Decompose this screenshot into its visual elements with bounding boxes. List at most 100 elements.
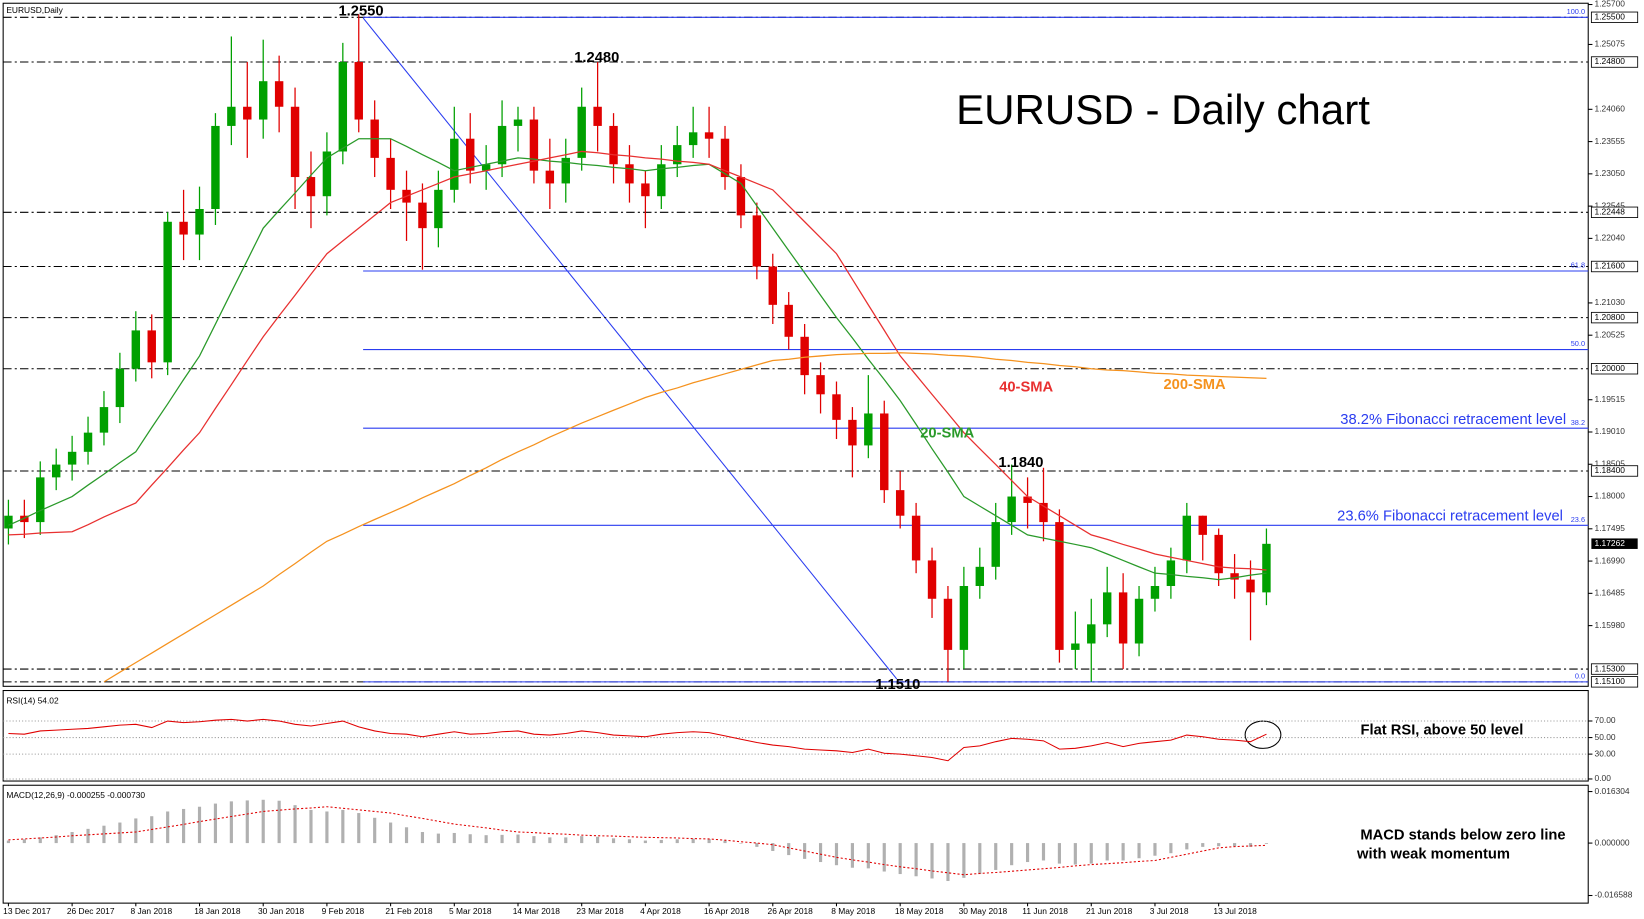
- y-tick-label: 1.16485: [1595, 588, 1626, 598]
- annotation: 1.1510: [875, 677, 920, 693]
- candle-body: [625, 164, 634, 184]
- candle-body: [720, 138, 730, 178]
- macd-bar: [787, 843, 791, 856]
- macd-bar: [325, 811, 329, 844]
- candle-body: [911, 515, 921, 561]
- level-label: 1.25500: [1595, 12, 1626, 22]
- candle-body: [1262, 543, 1271, 593]
- candle-body: [752, 215, 762, 267]
- y-tick-label: 70.00: [1595, 715, 1616, 725]
- candle-body: [1182, 515, 1192, 561]
- macd-bar: [6, 840, 10, 844]
- macd-bar: [197, 806, 202, 844]
- y-tick-label: 1.15980: [1595, 620, 1626, 630]
- current-price-label: 1.17262: [1595, 538, 1626, 548]
- candle-body: [1230, 573, 1239, 580]
- x-tick-label: 26 Dec 2017: [67, 906, 115, 916]
- rsi-annotation: Flat RSI, above 50 level: [1361, 722, 1524, 738]
- level-label: 1.20000: [1595, 363, 1626, 373]
- candle-body: [880, 413, 889, 491]
- y-tick-label: 1.23555: [1595, 136, 1626, 146]
- macd-bar: [882, 843, 886, 872]
- candle-body: [991, 522, 1000, 567]
- macd-bar: [723, 840, 727, 844]
- rsi-title: RSI(14) 54.02: [6, 695, 59, 705]
- x-tick-label: 21 Jun 2018: [1086, 906, 1133, 916]
- macd-bar: [166, 811, 170, 844]
- candle-body: [227, 106, 236, 126]
- candle-body: [497, 125, 507, 165]
- y-tick-label: 30.00: [1595, 748, 1616, 758]
- macd-bar: [516, 834, 520, 844]
- macd-bar: [1025, 843, 1030, 863]
- level-label: 1.15100: [1595, 676, 1626, 686]
- candle-body: [704, 132, 714, 139]
- macd-bar: [484, 835, 488, 844]
- candle-body: [800, 336, 809, 376]
- level-label: 1.22448: [1595, 207, 1626, 217]
- x-tick-label: 4 Apr 2018: [640, 906, 681, 916]
- candle-body: [163, 221, 172, 363]
- macd-bar: [1089, 843, 1093, 864]
- x-tick-label: 11 Jun 2018: [1022, 906, 1068, 916]
- macd-bar: [596, 836, 600, 844]
- candle-body: [832, 394, 841, 420]
- macd-bar: [643, 840, 647, 844]
- annotation: 1.1840: [998, 455, 1043, 471]
- y-tick-label: 1.25075: [1595, 39, 1626, 49]
- y-tick-label: 0.000000: [1595, 837, 1630, 847]
- candle-body: [179, 221, 188, 235]
- chart-heading: EURUSD - Daily chart: [956, 86, 1370, 133]
- macd-bar: [54, 835, 58, 844]
- x-tick-label: 9 Feb 2018: [322, 906, 365, 916]
- macd-bar: [771, 843, 775, 851]
- level-box: [1590, 676, 1639, 688]
- sma-line: [8, 150, 1267, 571]
- y-tick-label: 1.19010: [1595, 426, 1626, 436]
- candle-body: [354, 62, 363, 120]
- candle-body: [975, 566, 985, 586]
- macd-bar: [341, 809, 345, 844]
- x-tick-label: 30 May 2018: [959, 906, 1008, 916]
- macd-bar: [707, 838, 711, 844]
- y-tick-label: 0.016304: [1595, 786, 1630, 796]
- macd-bar: [548, 837, 552, 844]
- macd-bar: [404, 827, 409, 844]
- candle-body: [386, 157, 395, 190]
- candle-body: [1007, 496, 1016, 523]
- sma-line: [103, 352, 1267, 683]
- candle-body: [673, 145, 682, 165]
- y-tick-label: 1.25700: [1595, 0, 1626, 9]
- macd-bar: [213, 803, 218, 844]
- candle-body: [1198, 515, 1207, 535]
- y-tick-label: 1.19515: [1595, 394, 1626, 404]
- macd-bar: [532, 836, 536, 844]
- macd-annotation: MACD stands below zero line: [1360, 828, 1565, 844]
- macd-bar: [182, 808, 186, 844]
- macd-bar: [245, 800, 249, 844]
- macd-bar: [994, 843, 998, 870]
- macd-bar: [834, 843, 839, 866]
- candle-body: [1087, 624, 1096, 644]
- level-box: [1590, 311, 1639, 324]
- price-panel: [2, 2, 1589, 687]
- macd-bar: [898, 843, 902, 875]
- annotation: 23.6% Fibonacci retracement level: [1337, 509, 1563, 525]
- candle-body: [513, 119, 523, 126]
- fibonacci-label: 23.6: [1571, 515, 1585, 524]
- candle-body: [736, 177, 746, 216]
- trendline: [362, 17, 898, 680]
- level-label: 1.24800: [1595, 56, 1626, 66]
- macd-annotation: with weak momentum: [1356, 847, 1510, 863]
- macd-bar: [1121, 843, 1125, 861]
- candle-body: [290, 106, 300, 178]
- annotation: 20-SMA: [920, 426, 974, 442]
- candle-body: [322, 151, 332, 197]
- level-label: 1.21600: [1595, 261, 1626, 271]
- candle-body: [609, 125, 618, 165]
- level-label: 1.18400: [1595, 465, 1626, 475]
- candle-body: [1246, 579, 1255, 593]
- y-tick-label: 50.00: [1595, 732, 1616, 742]
- candle-body: [864, 413, 873, 446]
- macd-bar: [627, 839, 632, 844]
